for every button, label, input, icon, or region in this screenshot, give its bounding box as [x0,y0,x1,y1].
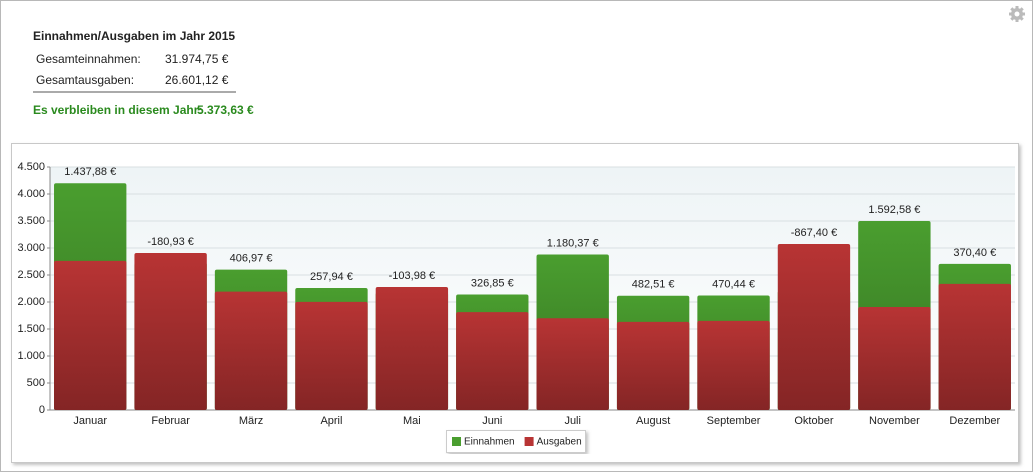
summary-value: 31.974,75 € [165,52,229,66]
y-tick-label: 2.000 [17,296,45,308]
bar-label: 370,40 € [953,247,996,259]
bar [938,283,1011,410]
x-tick-label: Juni [482,415,502,427]
y-tick-label: 1.500 [17,323,45,335]
x-tick-label: November [869,415,920,427]
bar [777,244,851,410]
remaining-label: Es verbleiben in diesem Jahr: [33,103,202,117]
bar-label: 406,97 € [230,253,273,265]
bar [456,312,529,410]
bar [858,307,931,410]
bar [214,291,288,410]
legend-label: Ausgaben [537,437,582,448]
bar [536,318,609,410]
bar-label: 326,85 € [471,277,514,289]
legend-swatch [452,437,461,446]
bar [54,260,127,410]
x-tick-label: Dezember [949,415,1000,427]
summary-label: Gesamteinnahmen: [36,52,141,66]
bar [134,253,207,410]
plot-area [50,167,1015,410]
y-tick-label: 4.500 [17,161,45,173]
legend-swatch [524,437,534,446]
y-tick-label: 4.000 [17,188,45,200]
legend: Einnahmen Ausgaben [446,430,586,453]
x-tick-label: August [636,415,670,427]
x-tick-label: Mai [403,415,421,427]
legend-box [446,430,586,453]
legend-label: Einnahmen [464,437,515,448]
bar-label: 1.437,88 € [64,166,116,178]
x-tick-label: Oktober [794,415,833,427]
y-tick-label: 2.500 [17,269,45,281]
bar-label: 482,51 € [632,279,675,291]
bar [375,286,449,410]
y-tick-label: 500 [27,377,45,389]
y-tick-label: 3.000 [17,242,45,254]
bar-label: 1.592,58 € [868,204,920,216]
y-tick-label: 1.000 [17,350,45,362]
x-tick-label: März [239,415,263,427]
x-tick-label: Januar [73,415,107,427]
bar-label: 470,44 € [712,278,755,290]
bar-label: -180,93 € [147,236,193,248]
x-tick-label: September [707,415,761,427]
y-tick-label: 0 [39,404,45,416]
x-tick-label: Juli [564,415,581,427]
x-tick-label: April [320,415,342,427]
bar-label: -103,98 € [389,270,435,282]
bar-label: 257,94 € [310,271,353,283]
summary-label: Gesamtausgaben: [36,73,134,87]
bar-label: -867,40 € [791,227,837,239]
bar [616,321,690,410]
settings-icon[interactable] [1009,6,1025,22]
bar [295,301,368,410]
summary-title: Einnahmen/Ausgaben im Jahr 2015 [33,29,235,43]
x-tick-label: Februar [151,415,190,427]
remaining-value: 5.373,63 € [197,103,254,117]
bar [697,320,770,410]
summary-value: 26.601,12 € [165,73,229,87]
bar-label: 1.180,37 € [547,237,599,249]
y-tick-label: 3.500 [17,215,45,227]
